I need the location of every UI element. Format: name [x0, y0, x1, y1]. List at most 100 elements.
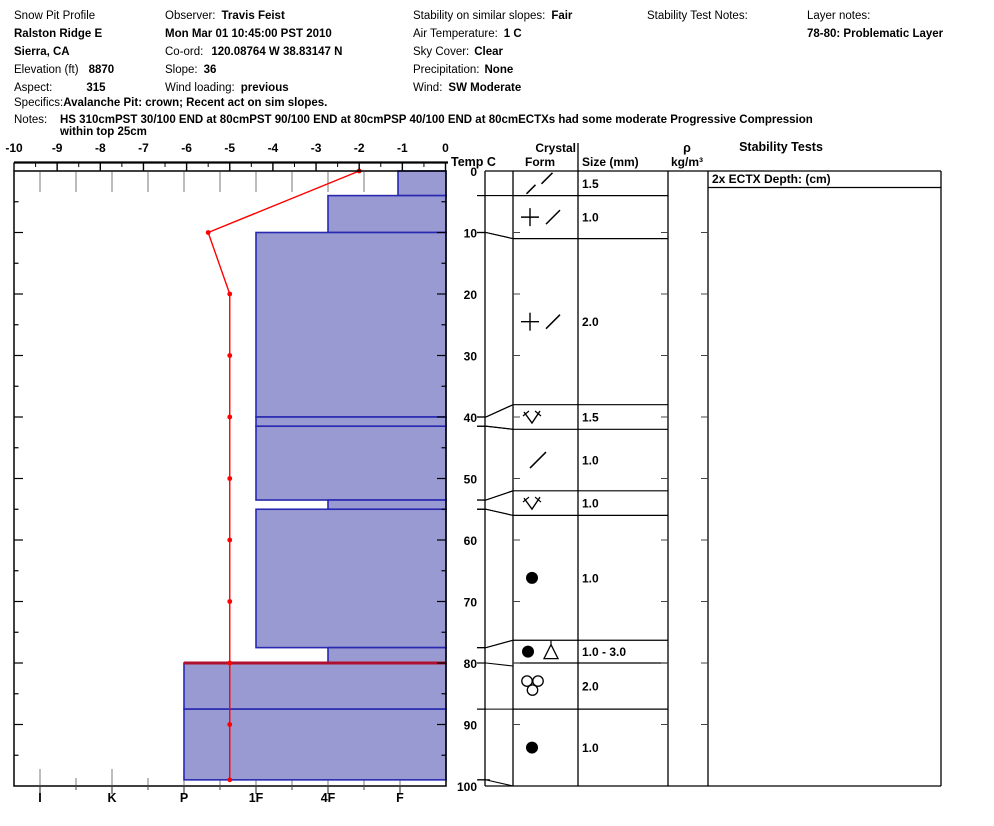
- temp-tick-label: -5: [224, 141, 235, 155]
- temperature-point: [227, 291, 233, 297]
- stability-tests-header: Stability Tests: [739, 140, 823, 154]
- depth-tick-label: 90: [464, 719, 478, 733]
- wind-label: Wind:: [413, 82, 443, 94]
- stability-test-entry: 2x ECTX Depth: (cm): [712, 172, 831, 186]
- header-col-observer: Observer: Travis Feist Mon Mar 01 10:45:0…: [165, 7, 342, 97]
- temperature-point: [227, 599, 233, 604]
- density-header: ρ: [683, 141, 691, 155]
- depth-tick-label: 20: [464, 288, 478, 302]
- specifics-line: Specifics:Avalanche Pit: crown; Recent a…: [14, 97, 327, 109]
- hardness-tick-label: 4F: [321, 791, 336, 805]
- snow-layer-bar: [327, 499, 447, 511]
- elevation-label: Elevation (ft): [14, 64, 79, 76]
- temp-tick-label: -1: [397, 141, 408, 155]
- snow-layer-bar: [255, 425, 447, 501]
- air-temp-value: 1 C: [503, 28, 522, 40]
- form-symbol: [534, 410, 542, 417]
- temperature-point: [227, 414, 233, 420]
- thin-layer-flag: [485, 508, 514, 516]
- depth-tick-label: 0: [470, 165, 477, 179]
- observer-label: Observer:: [165, 10, 216, 22]
- grain-size-value: 1.0: [582, 741, 599, 755]
- form-symbol: [534, 496, 542, 503]
- depth-tick-label: 50: [464, 473, 478, 487]
- size-header: Size (mm): [582, 155, 639, 169]
- snow-layer-bar: [327, 194, 447, 234]
- header-col-conditions: Stability on similar slopes: Fair Air Tem…: [413, 7, 572, 97]
- thin-layer-flag: [485, 425, 514, 430]
- temperature-point: [227, 722, 233, 727]
- stability-value: Fair: [551, 10, 573, 22]
- stability-test-notes-label: Stability Test Notes:: [647, 10, 748, 22]
- thin-layer-flag: [485, 404, 514, 418]
- temp-tick-label: -8: [95, 141, 106, 155]
- form-symbol: [522, 410, 530, 417]
- depth-tick-label: 10: [464, 227, 478, 241]
- form-symbol: [545, 314, 561, 330]
- coord-value: 120.08764 W 38.83147 N: [211, 46, 343, 58]
- elevation-value: 8870: [88, 64, 115, 76]
- grain-size-value: 1.5: [582, 177, 599, 191]
- datetime: Mon Mar 01 10:45:00 PST 2010: [165, 28, 332, 40]
- hardness-tick-label: I: [38, 791, 41, 805]
- specifics-value: Avalanche Pit: crown; Recent act on sim …: [63, 97, 328, 109]
- grain-size-value: 2.0: [582, 680, 599, 694]
- header-col-site: Snow Pit Profile Ralston Ridge E Sierra,…: [14, 7, 114, 97]
- form-symbol: [526, 684, 539, 696]
- thin-layer-flag: [485, 779, 514, 787]
- snow-layer-bar: [327, 646, 447, 664]
- crystal-header: Crystal: [535, 141, 576, 155]
- density-unit-header: kg/m³: [671, 155, 703, 169]
- temperature-point: [227, 537, 233, 543]
- form-header: Form: [525, 155, 555, 169]
- form-symbol: [526, 571, 538, 584]
- temperature-point: [227, 476, 233, 481]
- specifics-label: Specifics:: [14, 97, 64, 109]
- sky-cover-label: Sky Cover:: [413, 46, 470, 58]
- notes-label: Notes:: [14, 114, 48, 126]
- notes-line2: within top 25cm: [60, 126, 147, 138]
- air-temp-label: Air Temperature:: [413, 28, 498, 40]
- depth-tick-label: 80: [464, 657, 478, 671]
- form-symbol: [523, 410, 541, 425]
- temperature-point: [205, 230, 211, 235]
- grain-size-value: 2.0: [582, 315, 599, 329]
- snow-layer-bar: [183, 708, 447, 781]
- form-symbol: [545, 209, 561, 225]
- slope-label: Slope:: [165, 64, 198, 76]
- form-symbol: [523, 496, 541, 511]
- grain-size-value: 1.0: [582, 571, 599, 585]
- depth-tick-label: 100: [457, 780, 477, 794]
- wind-loading-label: Wind loading:: [165, 82, 235, 94]
- grain-size-value: 1.5: [582, 411, 599, 425]
- slope-value: 36: [203, 64, 217, 76]
- temperature-point: [227, 353, 233, 358]
- depth-tick-label: 30: [464, 350, 478, 364]
- grain-size-value: 1.0: [582, 454, 599, 468]
- depth-tick-label: 40: [464, 411, 478, 425]
- precip-label: Precipitation:: [413, 64, 480, 76]
- observer-value: Travis Feist: [221, 10, 285, 22]
- temp-tick-label: -7: [138, 141, 149, 155]
- sky-cover-value: Clear: [474, 46, 504, 58]
- temp-tick-label: -6: [181, 141, 192, 155]
- form-symbol: [522, 645, 534, 658]
- snow-layer-bar: [255, 231, 447, 418]
- temp-tick-label: -3: [311, 141, 322, 155]
- depth-tick-label: 70: [464, 596, 478, 610]
- snow-layer-bar: [183, 662, 447, 710]
- form-symbol: [525, 184, 537, 195]
- aspect-label: Aspect:: [14, 82, 53, 94]
- temperature-point: [227, 777, 233, 783]
- temp-axis-title: Temp C: [451, 155, 496, 169]
- form-symbol: [529, 451, 547, 469]
- temp-tick-label: -4: [268, 141, 279, 155]
- thin-layer-flag: [485, 231, 514, 240]
- hardness-tick-label: F: [396, 791, 404, 805]
- grain-size-value: 1.0 - 3.0: [582, 645, 626, 659]
- precip-value: None: [484, 64, 514, 76]
- site-name: Ralston Ridge E: [14, 28, 103, 40]
- form-symbol: [526, 741, 538, 754]
